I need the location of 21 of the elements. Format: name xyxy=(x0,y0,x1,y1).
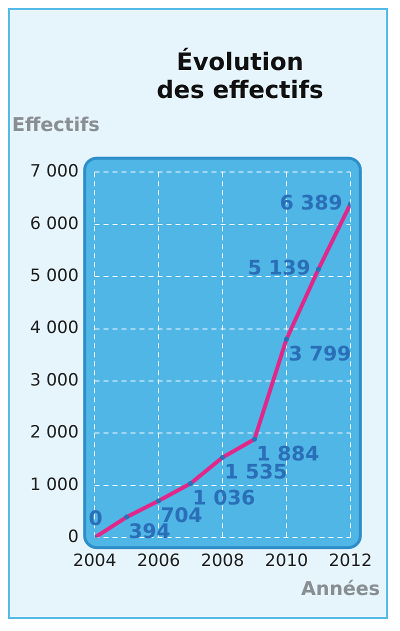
x-tick-label: 2008 xyxy=(200,551,244,572)
y-tick-label: 7 000 xyxy=(30,162,79,182)
y-tick-label: 1 000 xyxy=(30,474,79,495)
y-axis-title: Effectifs xyxy=(12,114,100,136)
data-label: 3 799 xyxy=(288,341,352,366)
x-tick-label: 2010 xyxy=(264,551,308,572)
data-label: 1 535 xyxy=(224,460,288,484)
y-tick-label: 6 000 xyxy=(30,214,79,234)
x-axis-title: Années xyxy=(301,578,380,600)
y-tick-label: 2 000 xyxy=(30,422,79,443)
data-label: 6 389 xyxy=(280,190,342,214)
x-tick-label: 2012 xyxy=(328,551,372,572)
x-tick-label: 2004 xyxy=(73,551,116,572)
data-label: 5 139 xyxy=(248,256,310,280)
x-tick-label: 2006 xyxy=(136,551,180,572)
y-tick-label: 4 000 xyxy=(30,318,79,338)
y-tick-label: 5 000 xyxy=(30,266,79,286)
chart-title: Évolution des effectifs xyxy=(156,48,324,104)
data-label: 0 xyxy=(88,506,103,530)
y-tick-label: 0 xyxy=(68,527,79,548)
y-tick-label: 3 000 xyxy=(30,370,79,390)
